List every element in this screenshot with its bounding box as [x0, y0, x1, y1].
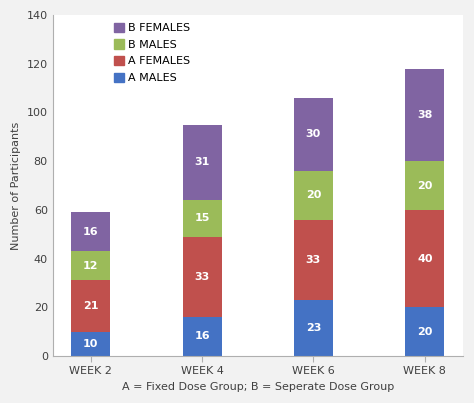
Text: 30: 30	[306, 129, 321, 139]
Text: 23: 23	[306, 323, 321, 333]
Y-axis label: Number of Participants: Number of Participants	[11, 121, 21, 249]
Bar	[405, 307, 444, 356]
Bar	[182, 317, 221, 356]
Bar	[405, 210, 444, 307]
Bar	[182, 125, 221, 200]
Bar	[182, 237, 221, 317]
Text: 15: 15	[194, 213, 210, 223]
Text: 21: 21	[83, 301, 99, 311]
Text: 31: 31	[194, 158, 210, 167]
Text: 20: 20	[417, 326, 432, 337]
Text: 33: 33	[306, 255, 321, 265]
Text: 40: 40	[417, 253, 432, 264]
Text: 20: 20	[306, 190, 321, 200]
Bar	[405, 161, 444, 210]
Bar	[71, 212, 110, 251]
Bar	[71, 280, 110, 332]
X-axis label: A = Fixed Dose Group; B = Seperate Dose Group: A = Fixed Dose Group; B = Seperate Dose …	[122, 382, 394, 392]
Bar	[182, 200, 221, 237]
Text: 33: 33	[194, 272, 210, 282]
Text: 16: 16	[83, 227, 99, 237]
Bar	[294, 300, 333, 356]
Text: 10: 10	[83, 339, 99, 349]
Text: 12: 12	[83, 261, 99, 271]
Bar	[71, 251, 110, 280]
Bar	[294, 220, 333, 300]
Bar	[71, 332, 110, 356]
Bar	[294, 98, 333, 171]
Text: 20: 20	[417, 181, 432, 191]
Text: 16: 16	[194, 331, 210, 341]
Text: 38: 38	[417, 110, 432, 120]
Bar	[294, 171, 333, 220]
Legend: B FEMALES, B MALES, A FEMALES, A MALES: B FEMALES, B MALES, A FEMALES, A MALES	[111, 21, 192, 85]
Bar	[405, 69, 444, 161]
